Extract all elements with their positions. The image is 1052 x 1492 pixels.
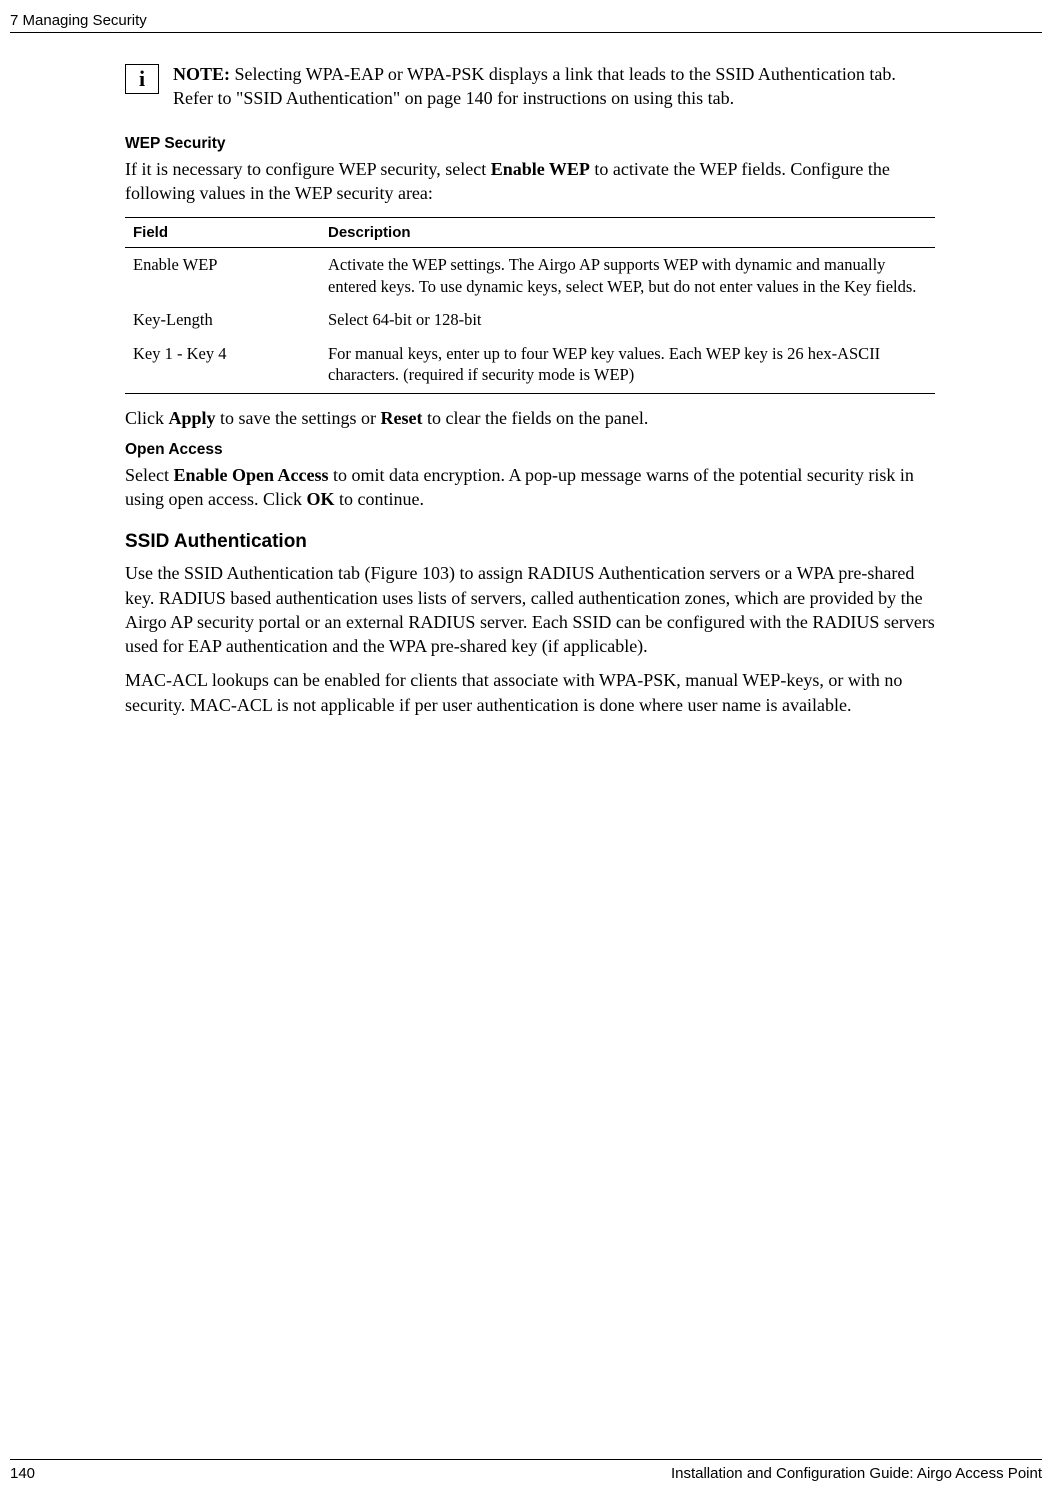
table-row: Key-Length Select 64-bit or 128-bit <box>125 303 935 336</box>
header-rule <box>10 32 1042 33</box>
desc-cell: For manual keys, enter up to four WEP ke… <box>320 337 935 394</box>
note-body: Selecting WPA-EAP or WPA-PSK displays a … <box>173 64 896 108</box>
table-row: Enable WEP Activate the WEP settings. Th… <box>125 248 935 303</box>
txt: to clear the fields on the panel. <box>423 408 649 428</box>
wep-intro: If it is necessary to configure WEP secu… <box>125 157 935 206</box>
txt: to save the settings or <box>216 408 381 428</box>
txt: Select <box>125 465 173 485</box>
bold: Apply <box>169 408 216 428</box>
bold: OK <box>306 489 334 509</box>
desc-cell: Activate the WEP settings. The Airgo AP … <box>320 248 935 303</box>
footer-rule <box>10 1459 1042 1460</box>
page-content: i NOTE: Selecting WPA-EAP or WPA-PSK dis… <box>125 62 935 727</box>
table-row: Key 1 - Key 4 For manual keys, enter up … <box>125 337 935 394</box>
page-number: 140 <box>10 1465 35 1482</box>
bold: Enable Open Access <box>173 465 328 485</box>
wep-intro-bold: Enable WEP <box>491 159 590 179</box>
note-text: NOTE: Selecting WPA-EAP or WPA-PSK displ… <box>173 62 935 111</box>
wep-table: Field Description Enable WEP Activate th… <box>125 217 935 394</box>
info-icon: i <box>125 64 159 94</box>
wep-post-paragraph: Click Apply to save the settings or Rese… <box>125 406 935 430</box>
ssid-auth-para2: MAC-ACL lookups can be enabled for clien… <box>125 668 935 717</box>
table-header-row: Field Description <box>125 218 935 248</box>
wep-intro-1: If it is necessary to configure WEP secu… <box>125 159 491 179</box>
ssid-auth-para1: Use the SSID Authentication tab (Figure … <box>125 561 935 658</box>
col-field-header: Field <box>125 218 320 248</box>
open-access-heading: Open Access <box>125 441 935 459</box>
info-icon-glyph: i <box>139 66 145 92</box>
page-header: 7 Managing Security <box>10 12 1042 29</box>
field-cell: Key 1 - Key 4 <box>125 337 320 394</box>
wep-heading: WEP Security <box>125 135 935 153</box>
txt: Click <box>125 408 169 428</box>
chapter-label: 7 Managing Security <box>10 12 147 29</box>
doc-title: Installation and Configuration Guide: Ai… <box>671 1465 1042 1482</box>
page-footer: 140 Installation and Configuration Guide… <box>10 1465 1042 1482</box>
col-desc-header: Description <box>320 218 935 248</box>
note-block: i NOTE: Selecting WPA-EAP or WPA-PSK dis… <box>125 62 935 111</box>
open-access-paragraph: Select Enable Open Access to omit data e… <box>125 463 935 512</box>
bold: Reset <box>381 408 423 428</box>
txt: to continue. <box>334 489 423 509</box>
note-label: NOTE: <box>173 64 230 84</box>
field-cell: Key-Length <box>125 303 320 336</box>
ssid-auth-heading: SSID Authentication <box>125 531 935 553</box>
field-cell: Enable WEP <box>125 248 320 303</box>
desc-cell: Select 64-bit or 128-bit <box>320 303 935 336</box>
